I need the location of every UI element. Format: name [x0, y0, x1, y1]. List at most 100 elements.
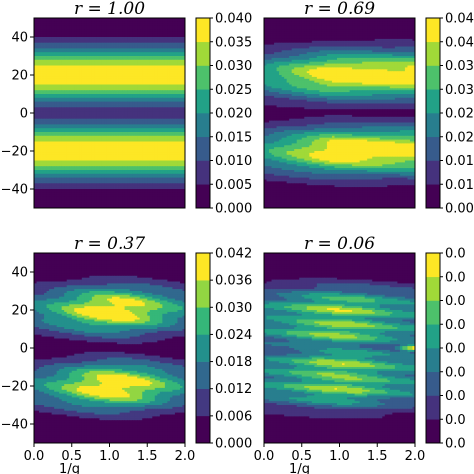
heatmap-cell	[149, 42, 153, 45]
heatmap-cell	[91, 67, 95, 70]
heatmap-cell	[132, 57, 136, 61]
heatmap-cell	[76, 38, 80, 42]
heatmap-cell	[71, 71, 75, 74]
heatmap-cell	[106, 44, 110, 47]
heatmap-cell	[44, 31, 47, 34]
heatmap-cell	[81, 56, 85, 59]
heatmap-cell	[114, 57, 118, 61]
heatmap-cell	[147, 50, 151, 53]
heatmap-cell	[159, 52, 163, 55]
heatmap-cell	[112, 50, 115, 53]
heatmap-cell	[56, 44, 60, 47]
heatmap-cell	[117, 46, 120, 49]
heatmap-cell	[41, 54, 45, 57]
heatmap-cell	[81, 42, 85, 45]
heatmap-cell	[114, 59, 118, 63]
heatmap-cell	[41, 57, 45, 61]
heatmap-cell	[41, 25, 45, 28]
heatmap-cell	[44, 27, 47, 30]
heatmap-cell	[109, 27, 113, 30]
heatmap-cell	[106, 33, 110, 36]
heatmap-cell	[179, 40, 183, 44]
heatmap-cell	[164, 61, 168, 64]
heatmap-cell	[41, 40, 45, 44]
heatmap-cell	[177, 67, 181, 70]
heatmap-cell	[91, 37, 95, 40]
heatmap-cell	[162, 67, 166, 70]
heatmap-cell	[117, 56, 120, 59]
heatmap-cell	[36, 25, 40, 28]
heatmap-cell	[81, 27, 85, 30]
heatmap-cell	[124, 42, 128, 45]
heatmap-cell	[59, 38, 63, 42]
heatmap-cell	[81, 52, 85, 55]
heatmap-cell	[109, 63, 113, 66]
heatmap-cell	[61, 69, 65, 72]
heatmap-cell	[174, 31, 178, 34]
heatmap-cell	[46, 19, 50, 23]
heatmap-cell	[79, 50, 83, 53]
heatmap-cell	[127, 25, 131, 28]
heatmap-cell	[84, 23, 88, 26]
heatmap-cell	[74, 44, 78, 47]
heatmap-cell	[152, 54, 156, 57]
heatmap-cell	[159, 40, 163, 44]
heatmap-cell	[66, 44, 70, 47]
heatmap-cell	[61, 29, 65, 32]
heatmap-cell	[117, 71, 120, 74]
heatmap-cell	[56, 61, 60, 64]
heatmap-cell	[34, 50, 37, 53]
heatmap-cell	[36, 42, 40, 45]
heatmap-cell	[152, 27, 156, 30]
heatmap-cell	[159, 50, 163, 53]
heatmap-cell	[142, 25, 146, 28]
heatmap-cell	[41, 37, 45, 40]
heatmap-cell	[134, 59, 138, 63]
heatmap-cell	[179, 46, 183, 49]
heatmap-cell	[127, 23, 131, 26]
heatmap-cell	[147, 18, 151, 21]
heatmap-cell	[132, 54, 136, 57]
heatmap-cell	[117, 31, 120, 34]
heatmap-cell	[34, 59, 37, 63]
heatmap-cell	[134, 35, 138, 38]
heatmap-cell	[142, 42, 146, 45]
heatmap-cell	[114, 67, 118, 70]
heatmap-cell	[101, 52, 105, 55]
heatmap-cell	[154, 33, 158, 36]
heatmap-cell	[172, 57, 176, 61]
heatmap-cell	[122, 69, 125, 72]
heatmap-cell	[49, 54, 53, 57]
heatmap-cell	[94, 52, 98, 55]
heatmap-cell	[96, 50, 100, 53]
heatmap-cell	[114, 42, 118, 45]
heatmap-cell	[144, 40, 148, 44]
heatmap-cell	[142, 48, 146, 51]
heatmap-cell	[179, 44, 183, 47]
heatmap-cell	[104, 27, 108, 30]
heatmap-cell	[74, 29, 78, 32]
heatmap-cell	[94, 37, 98, 40]
heatmap-cell	[179, 52, 183, 55]
heatmap-cell	[147, 52, 151, 55]
heatmap-cell	[144, 23, 148, 26]
heatmap-cell	[122, 42, 125, 45]
heatmap-cell	[179, 18, 183, 21]
heatmap-cell	[104, 44, 108, 47]
heatmap-cell	[154, 59, 158, 63]
heatmap-cell	[139, 67, 143, 70]
heatmap-cell	[144, 38, 148, 42]
heatmap-cell	[179, 19, 183, 23]
heatmap-cell	[109, 19, 113, 23]
heatmap-cell	[129, 35, 133, 38]
heatmap-cell	[162, 31, 166, 34]
heatmap-cell	[127, 56, 131, 59]
heatmap-cell	[91, 44, 95, 47]
heatmap-cell	[56, 29, 60, 32]
heatmap-cell	[66, 38, 70, 42]
heatmap-cell	[169, 37, 173, 40]
heatmap-cell	[114, 46, 118, 49]
heatmap-cell	[112, 33, 115, 36]
heatmap-cell	[134, 40, 138, 44]
heatmap-cell	[44, 50, 47, 53]
